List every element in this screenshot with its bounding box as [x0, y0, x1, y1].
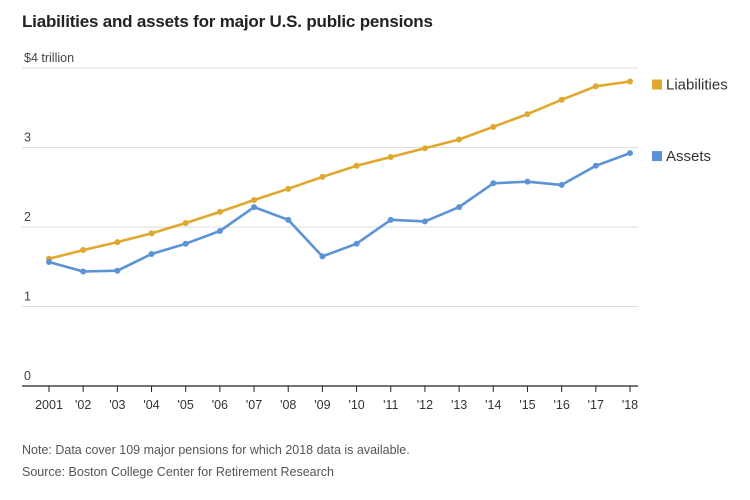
data-point — [182, 240, 189, 247]
x-tick-label: '05 — [178, 398, 194, 412]
x-tick-label: '13 — [451, 398, 467, 412]
data-point — [285, 185, 292, 192]
data-point — [46, 258, 52, 265]
x-tick-label: '16 — [553, 398, 569, 412]
chart-title: Liabilities and assets for major U.S. pu… — [22, 12, 433, 31]
legend-label: Liabilities — [666, 77, 728, 94]
legend-swatch — [652, 151, 662, 162]
data-point — [387, 154, 394, 161]
x-tick-label: '15 — [519, 398, 535, 412]
x-tick-label: '14 — [485, 398, 501, 412]
data-point — [490, 180, 497, 187]
x-tick-label: '08 — [280, 398, 296, 412]
data-point — [285, 216, 292, 223]
data-point — [592, 83, 599, 90]
legend-swatch — [652, 79, 662, 90]
data-point — [148, 230, 155, 237]
x-tick-label: '18 — [622, 398, 638, 412]
y-tick-label: 0 — [24, 369, 31, 383]
data-point — [627, 78, 633, 85]
data-point — [114, 239, 121, 246]
x-tick-label: '09 — [314, 398, 330, 412]
source-line: Source: Boston College Center for Retire… — [22, 465, 334, 479]
data-point — [319, 173, 326, 180]
x-tick-label: '03 — [109, 398, 125, 412]
gridlines: 0 1 2 3 $4 trillion — [22, 51, 638, 383]
data-point — [216, 208, 223, 215]
y-tick-label: 2 — [24, 210, 31, 224]
x-tick-label: '11 — [383, 398, 398, 412]
y-tick-label: 1 — [24, 290, 31, 304]
data-point — [353, 162, 360, 169]
x-tick-label: 2001 — [35, 398, 63, 412]
data-point — [421, 218, 428, 225]
footnote: Note: Data cover 109 major pensions for … — [22, 443, 410, 457]
y-tick-label: 3 — [24, 131, 31, 145]
x-tick-label: '12 — [417, 398, 433, 412]
data-point — [456, 136, 463, 143]
data-point — [592, 162, 599, 169]
data-point — [251, 196, 258, 203]
data-point — [114, 267, 121, 274]
data-point — [353, 240, 360, 247]
x-tick-label: '04 — [143, 398, 159, 412]
x-tick-label: '17 — [588, 398, 604, 412]
x-tick-label: '02 — [75, 398, 91, 412]
data-point — [182, 220, 189, 227]
data-point — [148, 251, 155, 258]
x-tick-label: '10 — [348, 398, 364, 412]
series-line-assets — [47, 151, 632, 273]
data-point — [558, 181, 565, 188]
legend: Liabilities Assets — [652, 77, 728, 165]
y-tick-label: $4 trillion — [24, 51, 74, 65]
legend-label: Assets — [666, 148, 711, 165]
data-point — [251, 204, 258, 211]
x-axis: 2001 '02 '03 '04 '05 '06 '07 '08 '09 '10 '11 '12 '13… — [22, 385, 638, 412]
data-point — [524, 178, 531, 185]
data-point — [216, 227, 223, 234]
data-point — [387, 216, 394, 223]
data-point — [558, 96, 565, 103]
data-point — [80, 247, 87, 254]
data-point — [456, 204, 463, 211]
data-point — [490, 123, 497, 130]
x-tick-label: '07 — [246, 398, 262, 412]
series-line-liabilities — [47, 80, 632, 261]
data-point — [319, 253, 326, 260]
series-lines — [46, 78, 633, 275]
x-tick-label: '06 — [212, 398, 228, 412]
data-point — [421, 145, 428, 152]
data-point — [627, 150, 633, 157]
data-point — [80, 268, 87, 275]
data-point — [524, 111, 531, 118]
